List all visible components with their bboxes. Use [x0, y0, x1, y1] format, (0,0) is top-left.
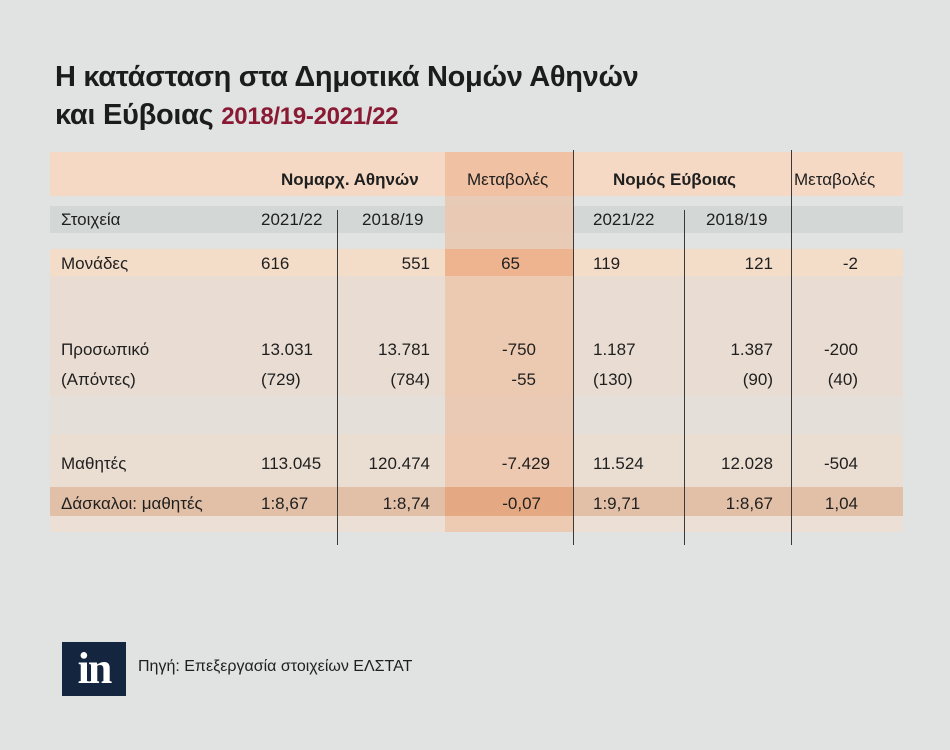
title-line-2-text: και Εύβοιας — [55, 99, 214, 131]
row-units-athens-1819: 551 — [401, 254, 430, 273]
row-ratio-evia-change: 1,04 — [824, 494, 858, 513]
subheader-label: Στοιχεία — [61, 210, 121, 229]
changes-column-subheader-tint — [445, 206, 573, 233]
brand-logo: in — [62, 642, 126, 696]
page-title: Η κατάσταση στα Δημοτικά Νομών Αθηνών κα… — [55, 58, 639, 136]
row-units-evia-change: -2 — [842, 254, 858, 273]
row-absent-evia-1819: (90) — [742, 370, 773, 389]
row-staff-evia-change: -200 — [823, 340, 858, 359]
row-units-label: Μονάδες — [61, 254, 129, 273]
row-units-evia-2122: 119 — [593, 254, 621, 273]
row-staff-athens-1819: 13.781 — [378, 340, 430, 359]
changes-column-ratio-tint — [445, 487, 573, 516]
subheader-athens-1819: 2018/19 — [362, 210, 424, 229]
title-line-1: Η κατάσταση στα Δημοτικά Νομών Αθηνών — [55, 61, 639, 93]
row-units-athens-change: 65 — [501, 254, 520, 273]
row-ratio-evia-2122: 1:9,71 — [593, 494, 641, 513]
divider-changes — [573, 150, 574, 545]
subheader-athens-2122: 2021/22 — [261, 210, 323, 229]
row-students-athens-2122: 113.045 — [261, 454, 322, 473]
subheader-evia-1819: 2018/19 — [706, 210, 768, 229]
row-students-label: Μαθητές — [61, 454, 127, 473]
row-absent-athens-2122: (729) — [261, 370, 301, 389]
row-staff-label: Προσωπικό — [61, 340, 150, 359]
changes-column-units-tint — [445, 249, 573, 276]
source-note: Πηγή: Επεξεργασία στοιχείων ΕΛΣΤΑΤ — [138, 658, 413, 675]
divider-evia — [684, 210, 685, 545]
row-staff-evia-2122: 1.187 — [593, 340, 636, 359]
row-absent-evia-change: (40) — [827, 370, 858, 389]
title-years: 2018/19-2021/22 — [221, 103, 399, 130]
row-ratio-evia-1819: 1:8,67 — [725, 494, 773, 513]
divider-changes-b — [791, 150, 792, 545]
row-staff-athens-change: -750 — [501, 340, 536, 359]
header-changes-a: Μεταβολές — [467, 170, 549, 189]
row-absent-evia-2122: (130) — [593, 370, 633, 389]
header-athens: Νομαρχ. Αθηνών — [281, 170, 419, 189]
row-units-athens-2122: 616 — [261, 254, 290, 273]
row-units-evia-1819: 121 — [744, 254, 773, 273]
header-evia: Νομός Εύβοιας — [613, 170, 737, 189]
row-ratio-athens-2122: 1:8,67 — [261, 494, 309, 513]
row-students-evia-1819: 12.028 — [721, 454, 773, 473]
changes-column-header-tint — [445, 152, 573, 196]
row-ratio-label: Δάσκαλοι: μαθητές — [61, 494, 203, 513]
row-absent-athens-change: -55 — [511, 370, 536, 389]
row-absent-athens-1819: (784) — [390, 370, 430, 389]
row-students-evia-2122: 11.524 — [593, 454, 644, 473]
row-staff-athens-2122: 13.031 — [261, 340, 313, 359]
row-students-athens-change: -7.429 — [501, 454, 550, 473]
subheader-evia-2122: 2021/22 — [593, 210, 655, 229]
row-absent-label: (Απόντες) — [61, 370, 136, 389]
divider-athens — [337, 210, 338, 545]
title-line-2: και Εύβοιας 2018/19-2021/22 — [55, 96, 639, 136]
row-ratio-athens-1819: 1:8,74 — [382, 494, 430, 513]
header-changes-b: Μεταβολές — [794, 170, 876, 189]
row-staff-evia-1819: 1.387 — [730, 340, 773, 359]
row-students-evia-change: -504 — [823, 454, 858, 473]
row-students-athens-1819: 120.474 — [368, 454, 430, 473]
row-ratio-athens-change: -0,07 — [502, 494, 541, 513]
